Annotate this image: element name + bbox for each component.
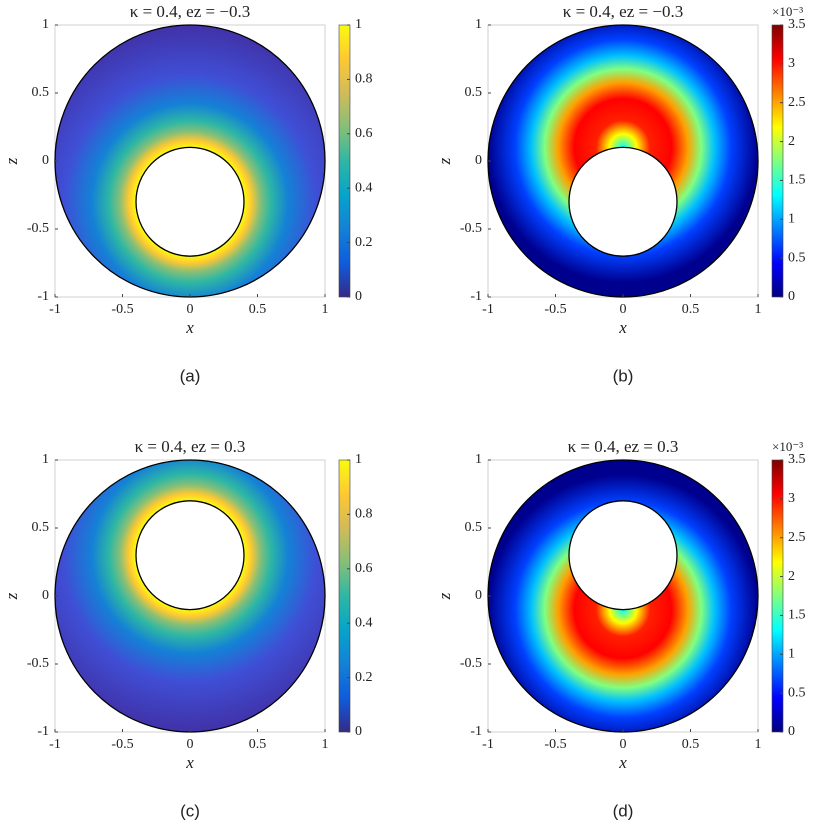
caption: (c) [180,801,200,820]
y-tick-label: 1 [42,452,49,467]
x-tick-label: 0.5 [682,737,700,752]
title: κ = 0.4, ez = −0.3 [130,2,250,21]
colorbar-tick-label: 1.5 [788,608,806,623]
colorbar-tick-label: 1.5 [788,173,806,188]
y-label: z [435,157,454,165]
y-tick-label: -0.5 [460,656,482,671]
colorbar [771,459,784,733]
x-tick-label: 0 [620,302,627,317]
x-label: x [618,753,627,772]
colorbar-tick-label: 2 [788,569,795,584]
y-tick-label: 1 [42,17,49,32]
colorbar-tick-label: 0.5 [788,250,806,265]
x-tick-label: 0 [620,737,627,752]
x-tick-label: 1 [322,737,329,752]
colorbar-tick-label: 1 [788,647,795,662]
x-tick-label: 0 [187,302,194,317]
y-tick-label: 0 [42,153,49,168]
colorbar [338,459,351,733]
y-tick-label: -0.5 [27,656,49,671]
colorbar-tick-label: 0.5 [788,685,806,700]
y-label: z [2,157,21,165]
x-tick-label: 0.5 [249,737,267,752]
inner-boundary [135,500,245,611]
inner-boundary [568,500,678,611]
y-tick-label: -1 [37,289,49,304]
field [54,24,326,298]
y-tick-label: 0 [475,153,482,168]
colorbar [338,24,351,298]
x-tick-label: -0.5 [111,737,133,752]
caption: (a) [180,366,201,385]
y-label: z [2,592,21,600]
x-label: x [618,318,627,337]
inner-boundary [135,146,245,257]
title: κ = 0.4, ez = 0.3 [135,437,246,456]
y-tick-label: 0.5 [465,520,483,535]
y-tick-label: 0.5 [465,85,483,100]
colorbar-label: ×10⁻³ [772,4,803,19]
y-tick-label: -1 [37,724,49,739]
field [488,25,758,297]
colorbar-tick-label: 0.6 [355,126,373,141]
y-tick-label: 1 [475,452,482,467]
colorbar-tick-label: 0.8 [355,507,373,522]
colorbar-tick-label: 0 [355,289,362,304]
y-tick-label: -1 [470,724,482,739]
colorbar-label: ×10⁻³ [772,439,803,454]
colorbar-tick-label: 1 [355,17,362,32]
x-tick-label: 1 [322,302,329,317]
x-tick-label: 1 [755,737,762,752]
title: κ = 0.4, ez = −0.3 [563,2,683,21]
colorbar-tick-label: 0 [788,724,795,739]
x-tick-label: -1 [49,737,61,752]
x-tick-label: -1 [49,302,61,317]
colorbar-tick-label: 0.4 [355,180,373,195]
x-tick-label: -0.5 [544,302,566,317]
x-label: x [185,753,194,772]
colorbar-tick-label: 0.2 [355,670,373,685]
colorbar-tick-label: 0 [788,289,795,304]
title: κ = 0.4, ez = 0.3 [568,437,679,456]
colorbar-tick-label: 3 [788,56,795,71]
colorbar-tick-label: 2.5 [788,95,806,110]
y-label: z [435,592,454,600]
colorbar-tick-label: 2.5 [788,530,806,545]
x-tick-label: 0 [187,737,194,752]
colorbar-tick-label: 0.2 [355,235,373,250]
field [488,460,758,732]
colorbar-tick-label: 1 [355,452,362,467]
field [54,459,326,733]
colorbar-tick-label: 0.8 [355,72,373,87]
y-tick-label: 0 [42,588,49,603]
y-tick-label: -0.5 [460,221,482,236]
inner-boundary [568,146,678,257]
x-tick-label: 0.5 [682,302,700,317]
colorbar-tick-label: 0.6 [355,561,373,576]
y-tick-label: 0.5 [32,520,50,535]
colorbar-tick-label: 0 [355,724,362,739]
colorbar [771,24,784,298]
x-tick-label: -0.5 [544,737,566,752]
y-tick-label: 0 [475,588,482,603]
x-tick-label: -1 [482,302,494,317]
caption: (d) [613,801,634,820]
colorbar-tick-label: 3.5 [788,17,806,32]
caption: (b) [613,366,634,385]
colorbar-tick-label: 1 [788,212,795,227]
x-tick-label: -0.5 [111,302,133,317]
x-tick-label: -1 [482,737,494,752]
colorbar-tick-label: 0.4 [355,615,373,630]
y-tick-label: -0.5 [27,221,49,236]
colorbar-tick-label: 2 [788,134,795,149]
x-tick-label: 0.5 [249,302,267,317]
x-label: x [185,318,194,337]
x-tick-label: 1 [755,302,762,317]
colorbar-tick-label: 3.5 [788,452,806,467]
y-tick-label: -1 [470,289,482,304]
y-tick-label: 0.5 [32,85,50,100]
colorbar-tick-label: 3 [788,491,795,506]
y-tick-label: 1 [475,17,482,32]
